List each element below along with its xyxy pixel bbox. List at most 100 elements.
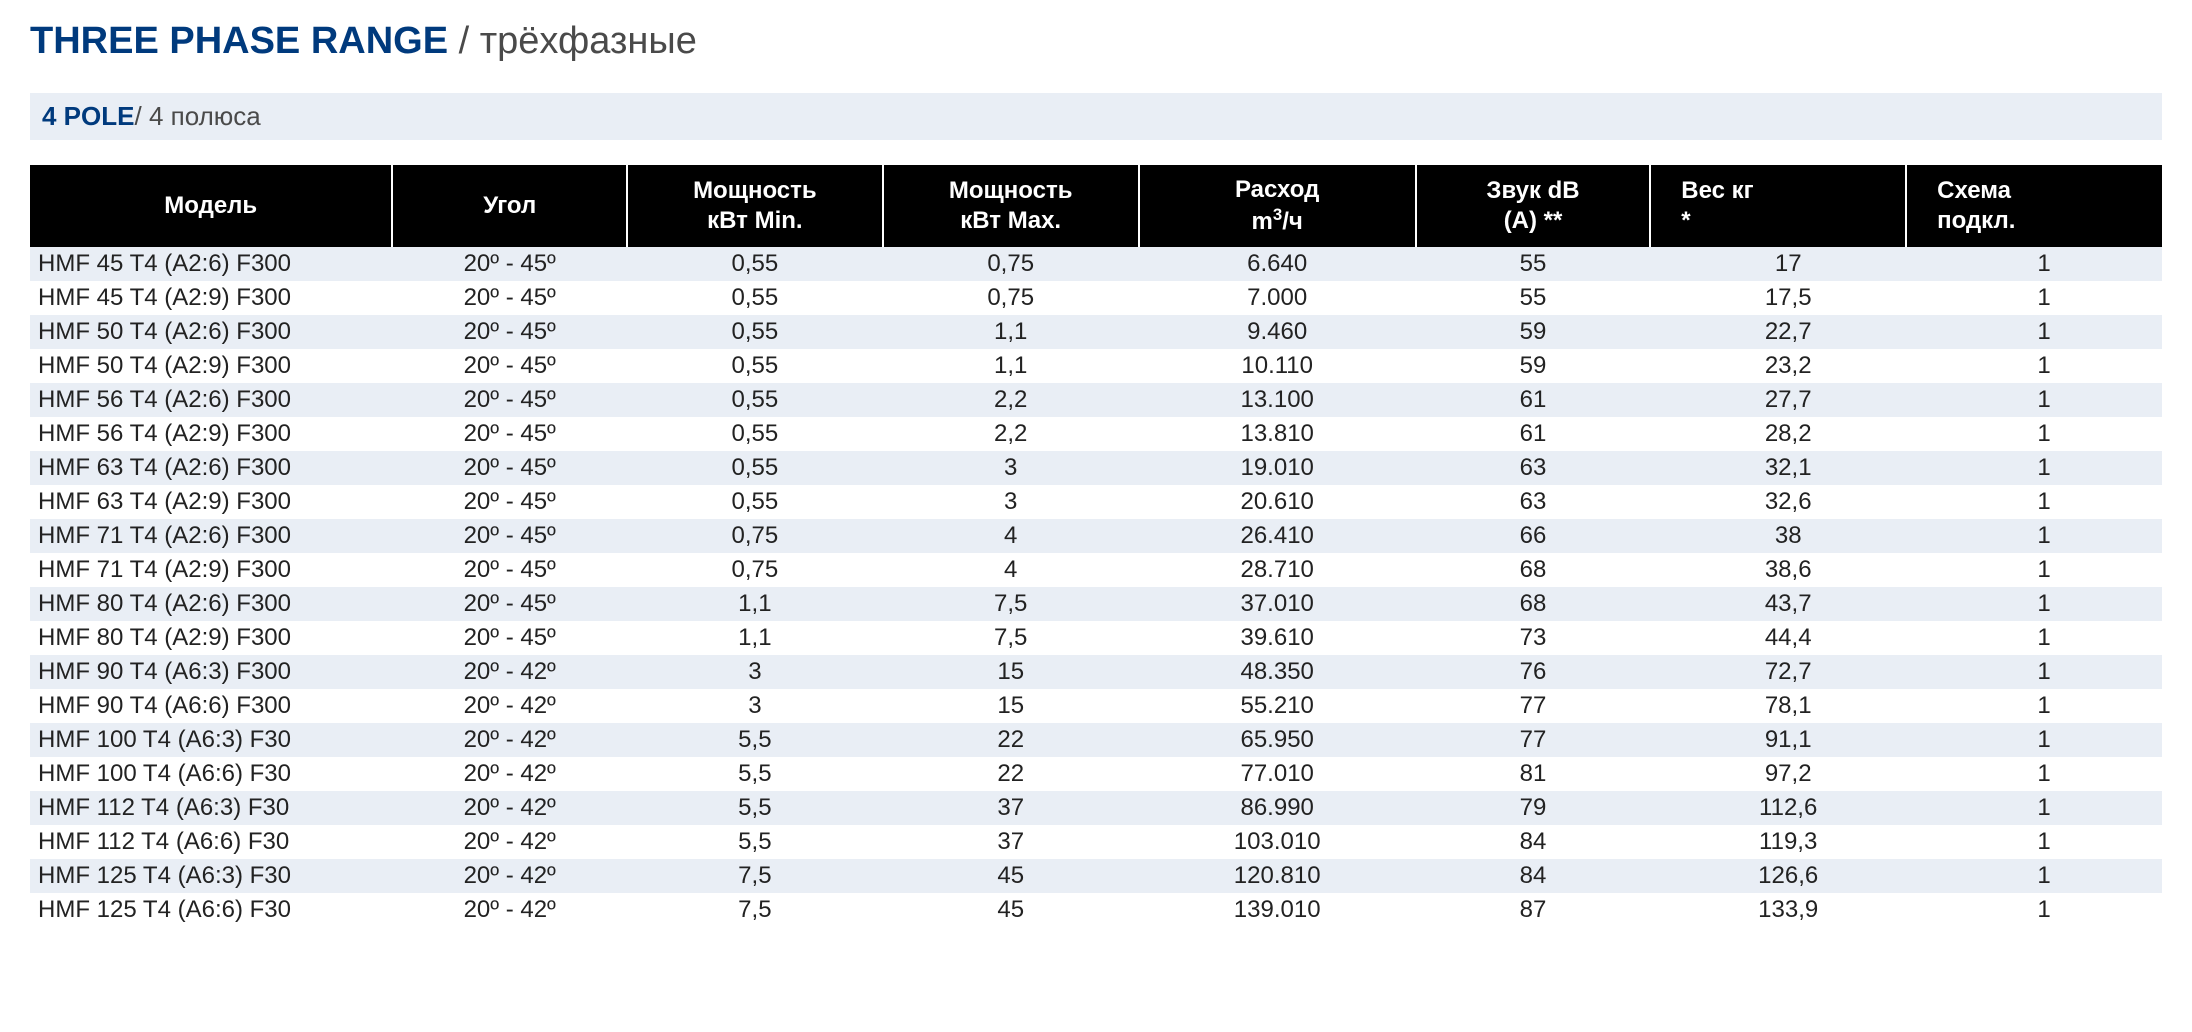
title-en: THREE PHASE RANGE (30, 20, 448, 62)
cell-pmin: 5,5 (627, 791, 883, 825)
cell-weight: 91,1 (1650, 723, 1906, 757)
cell-scheme: 1 (1906, 383, 2162, 417)
cell-pmax: 1,1 (883, 315, 1139, 349)
cell-angle: 20º - 42º (392, 791, 627, 825)
cell-flow: 39.610 (1139, 621, 1416, 655)
cell-pmax: 3 (883, 451, 1139, 485)
cell-pmax: 37 (883, 825, 1139, 859)
table-row: HMF 80 T4 (A2:6) F30020º - 45º1,17,537.0… (30, 587, 2162, 621)
cell-scheme: 1 (1906, 417, 2162, 451)
cell-pmin: 0,55 (627, 383, 883, 417)
col-header-weight: Вес кг* (1650, 165, 1906, 247)
cell-sound: 61 (1416, 383, 1651, 417)
cell-pmin: 0,55 (627, 485, 883, 519)
cell-model: HMF 125 T4 (A6:6) F30 (30, 893, 392, 927)
cell-model: HMF 71 T4 (A2:9) F300 (30, 553, 392, 587)
cell-weight: 112,6 (1650, 791, 1906, 825)
cell-weight: 17,5 (1650, 281, 1906, 315)
table-row: HMF 63 T4 (A2:6) F30020º - 45º0,55319.01… (30, 451, 2162, 485)
cell-weight: 17 (1650, 247, 1906, 281)
table-row: HMF 100 T4 (A6:6) F3020º - 42º5,52277.01… (30, 757, 2162, 791)
cell-pmax: 2,2 (883, 417, 1139, 451)
cell-pmin: 0,55 (627, 315, 883, 349)
cell-model: HMF 56 T4 (A2:9) F300 (30, 417, 392, 451)
cell-angle: 20º - 42º (392, 723, 627, 757)
cell-angle: 20º - 45º (392, 247, 627, 281)
cell-model: HMF 125 T4 (A6:3) F30 (30, 859, 392, 893)
cell-flow: 65.950 (1139, 723, 1416, 757)
cell-scheme: 1 (1906, 621, 2162, 655)
cell-model: HMF 56 T4 (A2:6) F300 (30, 383, 392, 417)
cell-angle: 20º - 45º (392, 485, 627, 519)
cell-scheme: 1 (1906, 519, 2162, 553)
cell-angle: 20º - 45º (392, 281, 627, 315)
cell-weight: 38,6 (1650, 553, 1906, 587)
cell-scheme: 1 (1906, 587, 2162, 621)
cell-pmin: 0,55 (627, 247, 883, 281)
cell-pmin: 7,5 (627, 859, 883, 893)
cell-pmax: 7,5 (883, 587, 1139, 621)
cell-model: HMF 100 T4 (A6:3) F30 (30, 723, 392, 757)
cell-model: HMF 63 T4 (A2:9) F300 (30, 485, 392, 519)
title-sep: / (448, 20, 480, 62)
cell-pmin: 7,5 (627, 893, 883, 927)
cell-sound: 63 (1416, 451, 1651, 485)
cell-pmin: 1,1 (627, 621, 883, 655)
cell-sound: 59 (1416, 315, 1651, 349)
cell-weight: 78,1 (1650, 689, 1906, 723)
cell-sound: 68 (1416, 553, 1651, 587)
cell-sound: 79 (1416, 791, 1651, 825)
cell-model: HMF 80 T4 (A2:9) F300 (30, 621, 392, 655)
col-header-scheme: Схемаподкл. (1906, 165, 2162, 247)
cell-flow: 6.640 (1139, 247, 1416, 281)
cell-angle: 20º - 42º (392, 689, 627, 723)
cell-flow: 86.990 (1139, 791, 1416, 825)
cell-angle: 20º - 42º (392, 859, 627, 893)
cell-scheme: 1 (1906, 791, 2162, 825)
cell-weight: 126,6 (1650, 859, 1906, 893)
table-row: HMF 45 T4 (A2:9) F30020º - 45º0,550,757.… (30, 281, 2162, 315)
cell-model: HMF 50 T4 (A2:6) F300 (30, 315, 392, 349)
table-row: HMF 125 T4 (A6:3) F3020º - 42º7,545120.8… (30, 859, 2162, 893)
cell-weight: 97,2 (1650, 757, 1906, 791)
cell-weight: 32,1 (1650, 451, 1906, 485)
cell-weight: 133,9 (1650, 893, 1906, 927)
cell-angle: 20º - 42º (392, 893, 627, 927)
cell-model: HMF 112 T4 (A6:3) F30 (30, 791, 392, 825)
cell-pmin: 1,1 (627, 587, 883, 621)
cell-sound: 59 (1416, 349, 1651, 383)
cell-pmax: 22 (883, 757, 1139, 791)
cell-pmax: 45 (883, 859, 1139, 893)
spec-table-body: HMF 45 T4 (A2:6) F30020º - 45º0,550,756.… (30, 247, 2162, 927)
spec-table-head: МодельУголМощностькВт Min.МощностькВт Ma… (30, 165, 2162, 247)
cell-flow: 7.000 (1139, 281, 1416, 315)
cell-pmin: 5,5 (627, 757, 883, 791)
cell-weight: 43,7 (1650, 587, 1906, 621)
cell-pmax: 2,2 (883, 383, 1139, 417)
cell-scheme: 1 (1906, 451, 2162, 485)
cell-sound: 84 (1416, 825, 1651, 859)
cell-weight: 44,4 (1650, 621, 1906, 655)
cell-scheme: 1 (1906, 689, 2162, 723)
cell-pmax: 4 (883, 553, 1139, 587)
page-title: THREE PHASE RANGE / трёхфазные (30, 20, 2162, 63)
cell-pmin: 3 (627, 655, 883, 689)
cell-model: HMF 90 T4 (A6:3) F300 (30, 655, 392, 689)
cell-angle: 20º - 42º (392, 757, 627, 791)
cell-flow: 10.110 (1139, 349, 1416, 383)
cell-pmin: 5,5 (627, 723, 883, 757)
cell-scheme: 1 (1906, 893, 2162, 927)
cell-flow: 48.350 (1139, 655, 1416, 689)
cell-weight: 38 (1650, 519, 1906, 553)
cell-scheme: 1 (1906, 281, 2162, 315)
cell-scheme: 1 (1906, 247, 2162, 281)
table-row: HMF 125 T4 (A6:6) F3020º - 42º7,545139.0… (30, 893, 2162, 927)
cell-pmin: 0,55 (627, 417, 883, 451)
cell-sound: 77 (1416, 689, 1651, 723)
cell-pmax: 0,75 (883, 281, 1139, 315)
cell-model: HMF 50 T4 (A2:9) F300 (30, 349, 392, 383)
cell-sound: 76 (1416, 655, 1651, 689)
cell-weight: 32,6 (1650, 485, 1906, 519)
cell-sound: 55 (1416, 281, 1651, 315)
cell-pmin: 0,55 (627, 349, 883, 383)
